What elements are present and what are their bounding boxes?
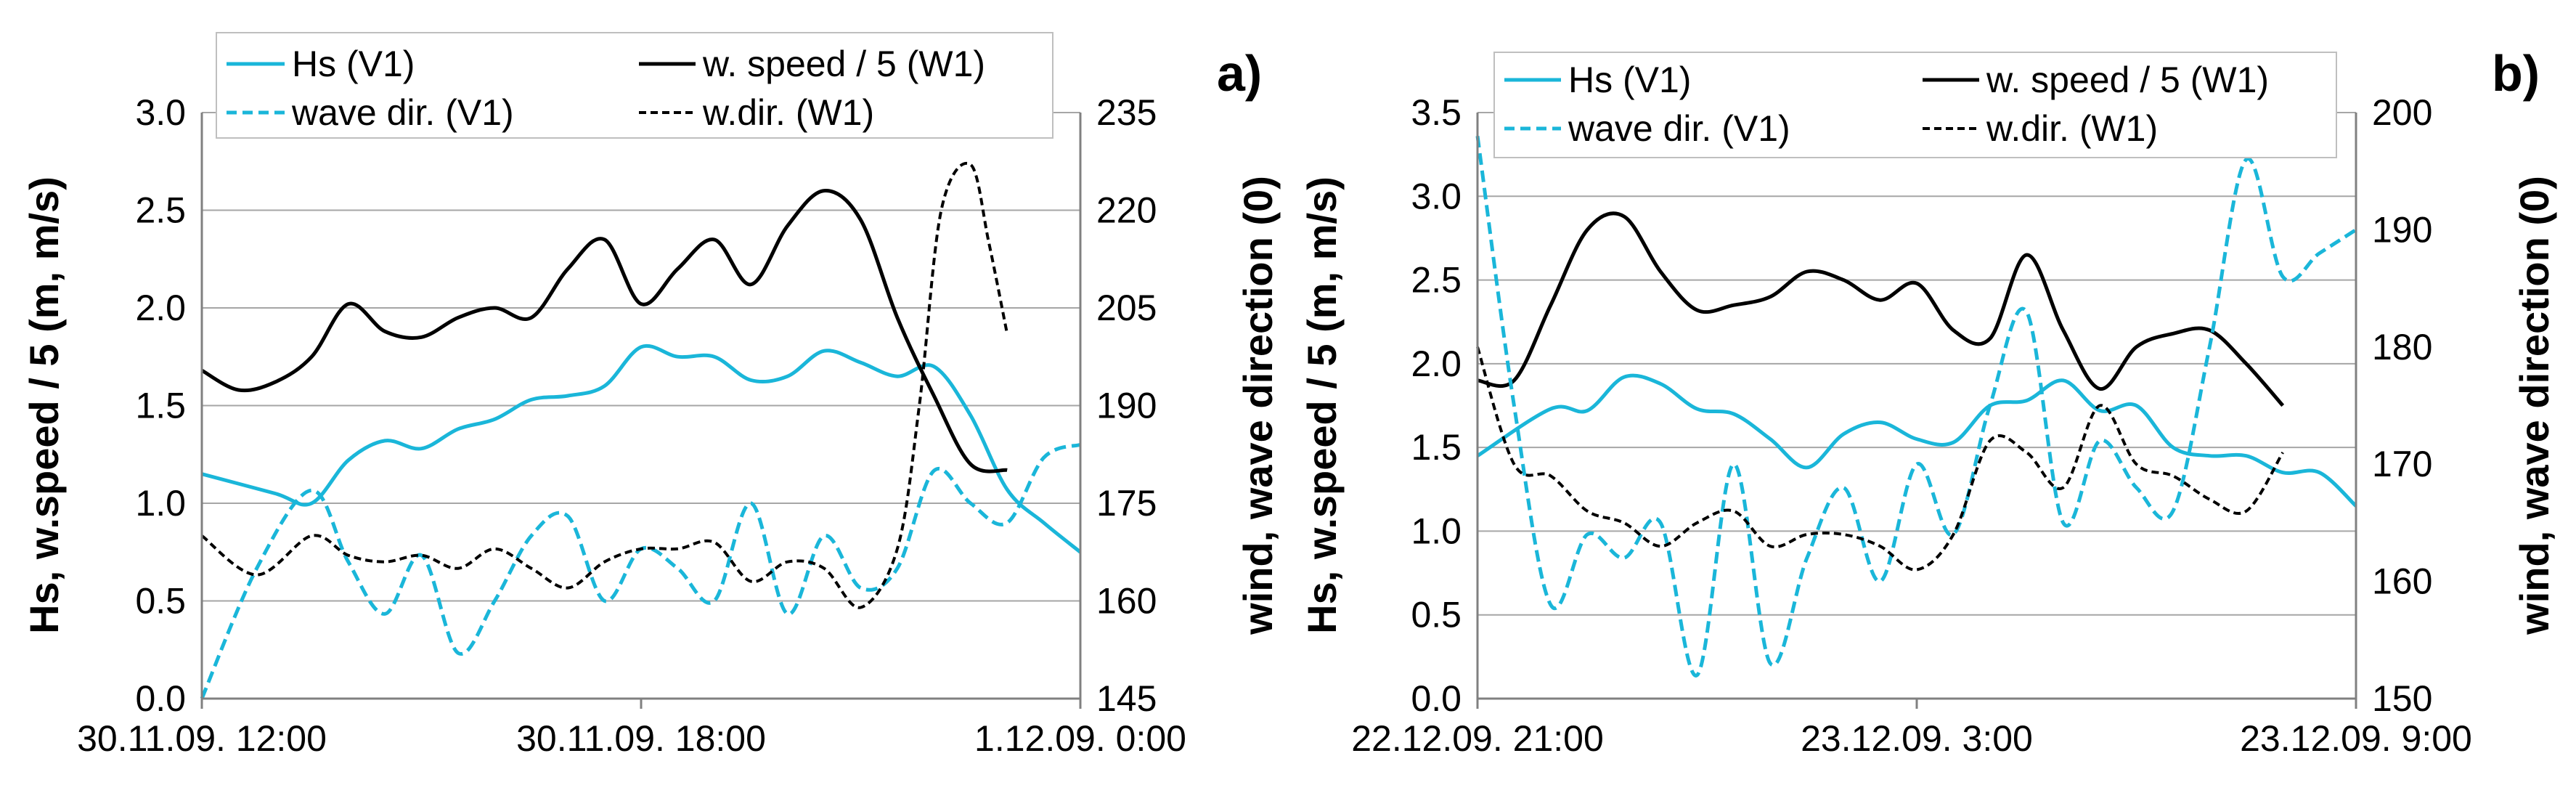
y2-tick-label: 190 bbox=[2372, 209, 2432, 250]
y2-tick-label: 150 bbox=[2372, 678, 2432, 719]
y-tick-label: 2.5 bbox=[135, 190, 186, 231]
legend-label-wavedir-a: wave dir. (V1) bbox=[291, 92, 514, 133]
series-line-hs-v1 bbox=[1476, 373, 2357, 508]
y-tick-label: 0.0 bbox=[1411, 678, 1462, 719]
y-tick-label: 0.0 bbox=[135, 678, 186, 719]
legend-label-wspeed-a: w. speed / 5 (W1) bbox=[702, 44, 985, 84]
legend-label-wavedir-b: wave dir. (V1) bbox=[1568, 108, 1790, 149]
y2-tick-label: 160 bbox=[1096, 581, 1157, 622]
panel-a: 0.0 0.5 1.0 1.5 2.0 2.5 3.0 145 160 175 190 205 220… bbox=[21, 32, 1281, 759]
x-tick-label: 1.12.09. 0:00 bbox=[974, 718, 1186, 759]
x-tick-label: 30.11.09. 12:00 bbox=[77, 718, 327, 759]
x-tick-label: 23.12.09. 9:00 bbox=[2240, 718, 2472, 759]
y-axis-label-right-a: wind, wave direction (0) bbox=[1235, 176, 1281, 635]
y-axis-label-left-b: Hs, w.speed / 5 (m, m/s) bbox=[1299, 176, 1345, 634]
series-line-wave-dir-v1 bbox=[200, 442, 1081, 699]
legend-box-b bbox=[1493, 52, 2337, 158]
series-line-w-dir-w1 bbox=[1476, 346, 2284, 572]
y2-tick-label: 205 bbox=[1096, 288, 1157, 328]
y2-tick-label: 220 bbox=[1096, 190, 1157, 231]
panel-label-a: a) bbox=[1217, 45, 1262, 102]
series-line-wave-dir-v1 bbox=[1475, 135, 2357, 678]
series-line-w-dir-w1 bbox=[200, 162, 1009, 609]
y2-tick-label: 190 bbox=[1096, 386, 1157, 426]
y-tick-label: 2.5 bbox=[1411, 260, 1462, 301]
y-tick-label: 0.5 bbox=[1411, 595, 1462, 635]
legend-b: Hs (V1) w. speed / 5 (W1) wave dir. (V1)… bbox=[1493, 52, 2337, 158]
x-ticks-b: 22.12.09. 21:00 23.12.09. 3:00 23.12.09. 9… bbox=[1351, 699, 2472, 759]
y2-tick-label: 160 bbox=[2372, 561, 2432, 602]
y2-tick-label: 170 bbox=[2372, 444, 2432, 484]
legend-label-wdir-a: w.dir. (W1) bbox=[702, 92, 874, 133]
y-ticks-right-b: 150 160 170 180 190 200 bbox=[2372, 92, 2432, 719]
y-tick-label: 1.0 bbox=[1411, 511, 1462, 551]
series-line-w-speed-5-w1 bbox=[1477, 211, 2285, 407]
legend-label-hs-a: Hs (V1) bbox=[292, 44, 415, 84]
legend-a: Hs (V1) w. speed / 5 (W1) wave dir. (V1)… bbox=[216, 32, 1053, 139]
legend-label-wspeed-b: w. speed / 5 (W1) bbox=[1986, 60, 2269, 100]
series-group-b bbox=[1475, 135, 2357, 678]
y-tick-label: 1.5 bbox=[135, 386, 186, 426]
panel-b: 0.0 0.5 1.0 1.5 2.0 2.5 3.0 3.5 150 160 170 180 190… bbox=[1299, 45, 2557, 759]
legend-label-hs-b: Hs (V1) bbox=[1568, 60, 1691, 100]
series-line-w-speed-5-w1 bbox=[200, 189, 1008, 473]
gridlines-b bbox=[1477, 112, 2356, 616]
y-tick-label: 1.0 bbox=[135, 483, 186, 524]
y-tick-label: 3.0 bbox=[135, 92, 186, 133]
y-tick-label: 0.5 bbox=[135, 581, 186, 622]
y-ticks-left-a: 0.0 0.5 1.0 1.5 2.0 2.5 3.0 bbox=[135, 92, 186, 719]
y2-tick-label: 180 bbox=[2372, 327, 2432, 367]
series-group-a bbox=[200, 162, 1082, 699]
y-tick-label: 3.0 bbox=[1411, 176, 1462, 216]
legend-label-wdir-b: w.dir. (W1) bbox=[1986, 108, 2158, 149]
y-tick-label: 2.0 bbox=[135, 288, 186, 328]
y-axis-label-left-a: Hs, w.speed / 5 (m, m/s) bbox=[21, 176, 67, 634]
x-tick-label: 23.12.09. 3:00 bbox=[1801, 718, 2033, 759]
legend-box-a bbox=[216, 32, 1053, 139]
y2-tick-label: 200 bbox=[2372, 92, 2432, 133]
panel-label-b: b) bbox=[2492, 45, 2540, 102]
y2-tick-label: 145 bbox=[1096, 678, 1157, 719]
y2-tick-label: 235 bbox=[1096, 92, 1157, 133]
y2-tick-label: 175 bbox=[1096, 483, 1157, 524]
x-tick-label: 30.11.09. 18:00 bbox=[516, 718, 766, 759]
y-tick-label: 3.5 bbox=[1411, 92, 1462, 133]
y-tick-label: 2.0 bbox=[1411, 343, 1462, 384]
y-ticks-left-b: 0.0 0.5 1.0 1.5 2.0 2.5 3.0 3.5 bbox=[1411, 92, 1462, 719]
x-ticks-a: 30.11.09. 12:00 30.11.09. 18:00 1.12.09. 0… bbox=[77, 699, 1186, 759]
series-line-hs-v1 bbox=[201, 343, 1082, 554]
y-axis-label-right-b: wind, wave direction (0) bbox=[2511, 176, 2557, 635]
y-ticks-right-a: 145 160 175 190 205 220 235 bbox=[1096, 92, 1157, 719]
y-tick-label: 1.5 bbox=[1411, 427, 1462, 468]
x-tick-label: 22.12.09. 21:00 bbox=[1351, 718, 1604, 759]
